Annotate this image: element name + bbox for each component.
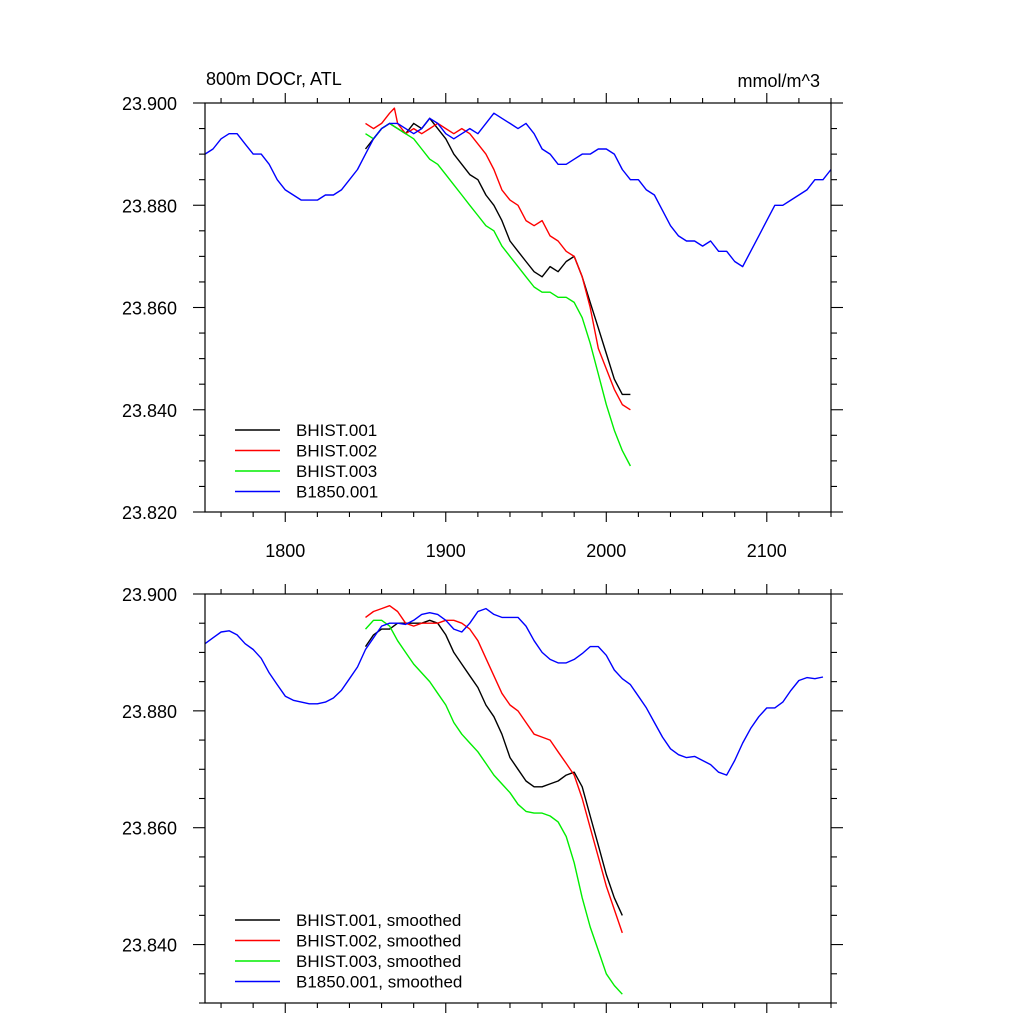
y-tick-label: 23.880 xyxy=(122,196,177,216)
series-line-0-2 xyxy=(365,122,632,467)
lower-tick-labels-group: 23.840 23.860 23.880 23.900 xyxy=(122,585,177,956)
y-tick-label: 23.840 xyxy=(122,401,177,421)
upper-ticks-group xyxy=(193,93,843,522)
x-tick-label: 2000 xyxy=(586,541,626,561)
y-tick-label: 23.880 xyxy=(122,702,177,722)
series-line-1-3 xyxy=(204,607,824,776)
lower-series-group xyxy=(204,605,824,995)
series-line-1-0 xyxy=(364,619,623,916)
y-tick-label: 23.900 xyxy=(122,94,177,114)
legend-label-3: B1850.001 xyxy=(296,483,378,502)
units-label: mmol/m^3 xyxy=(738,71,820,91)
plot-title: 800m DOCr, ATL xyxy=(206,69,342,89)
legend-label-2: BHIST.003, smoothed xyxy=(296,952,461,971)
lower-ticks-group xyxy=(193,584,843,1013)
y-tick-label: 23.860 xyxy=(122,299,177,319)
series-line-0-1 xyxy=(365,107,631,411)
x-tick-label: 1800 xyxy=(265,541,305,561)
series-line-0-3 xyxy=(204,112,832,268)
y-tick-label: 23.820 xyxy=(122,503,177,523)
lower-legend: BHIST.001, smoothed BHIST.002, smoothedBH… xyxy=(235,911,462,992)
upper-series-group xyxy=(204,107,832,467)
legend-label-0: BHIST.001, smoothed xyxy=(296,911,461,930)
lower-plot-panel: 23.840 23.860 23.880 23.900 BHIST.001, smoo… xyxy=(122,584,843,1013)
series-line-0-0 xyxy=(364,117,631,396)
legend-label-3: B1850.001, smoothed xyxy=(296,973,462,992)
upper-plot-frame xyxy=(204,102,832,513)
x-tick-label: 1900 xyxy=(426,541,466,561)
lower-plot-frame xyxy=(204,593,832,1004)
y-tick-label: 23.840 xyxy=(122,936,177,956)
x-tick-label: 2100 xyxy=(747,541,787,561)
upper-tick-labels-group: 23.820 23.840 23.860 23.880 23.900 1800 1900 20… xyxy=(122,94,787,561)
legend-label-0: BHIST.001 xyxy=(296,421,377,440)
y-tick-label: 23.860 xyxy=(122,819,177,839)
legend-label-2: BHIST.003 xyxy=(296,462,377,481)
legend-label-1: BHIST.002, smoothed xyxy=(296,932,461,951)
series-line-1-1 xyxy=(365,605,623,934)
y-tick-label: 23.900 xyxy=(122,585,177,605)
series-line-1-2 xyxy=(364,619,623,995)
upper-plot-panel: 800m DOCr, ATL mmol/m^3 23.82023.84023.8… xyxy=(122,69,843,561)
legend-label-1: BHIST.002 xyxy=(296,442,377,461)
